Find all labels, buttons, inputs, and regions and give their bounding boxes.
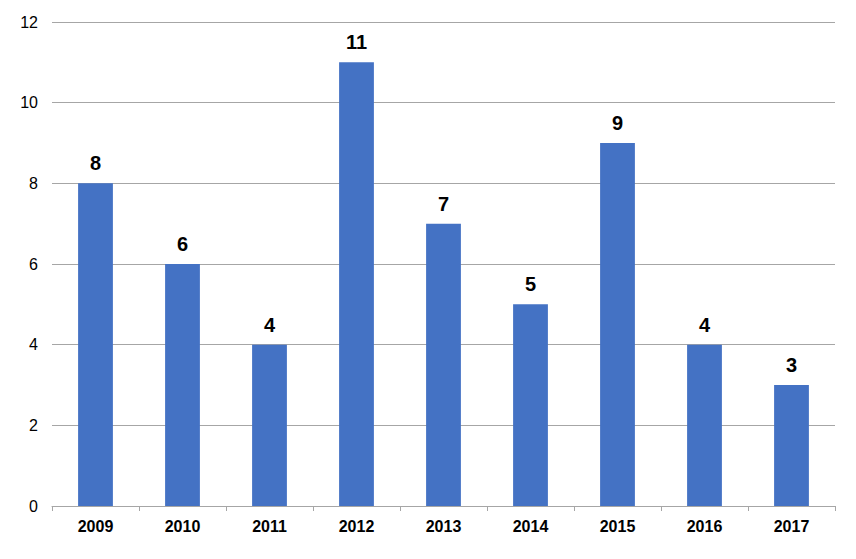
svg-text:8: 8 (29, 175, 38, 192)
svg-text:4: 4 (699, 314, 711, 336)
svg-text:5: 5 (525, 273, 536, 295)
svg-text:7: 7 (438, 193, 449, 215)
svg-text:2017: 2017 (774, 518, 810, 535)
svg-text:6: 6 (177, 233, 188, 255)
svg-text:2014: 2014 (513, 518, 549, 535)
svg-text:3: 3 (786, 354, 797, 376)
svg-text:2012: 2012 (339, 518, 375, 535)
svg-text:12: 12 (20, 14, 38, 31)
svg-text:0: 0 (29, 498, 38, 515)
svg-text:2009: 2009 (78, 518, 114, 535)
svg-text:9: 9 (612, 112, 623, 134)
svg-text:8: 8 (90, 152, 101, 174)
svg-text:4: 4 (264, 314, 276, 336)
svg-text:2013: 2013 (426, 518, 462, 535)
svg-text:6: 6 (29, 256, 38, 273)
svg-text:2010: 2010 (165, 518, 201, 535)
svg-text:2015: 2015 (600, 518, 636, 535)
svg-text:10: 10 (20, 94, 38, 111)
svg-text:2: 2 (29, 417, 38, 434)
svg-text:11: 11 (346, 31, 367, 53)
svg-text:2016: 2016 (687, 518, 723, 535)
svg-text:4: 4 (29, 336, 38, 353)
svg-text:2011: 2011 (252, 518, 287, 535)
